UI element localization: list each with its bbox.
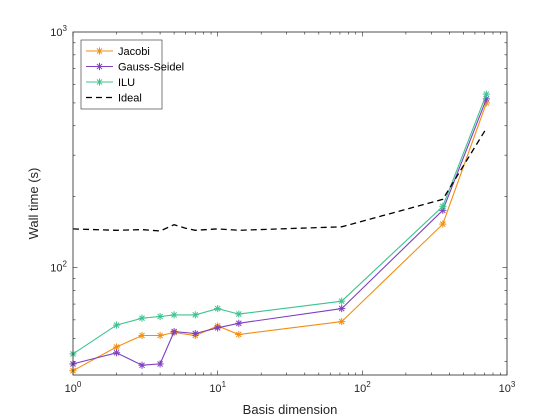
- data-point: [214, 304, 222, 313]
- y-tick-label-exponent: 3: [63, 24, 68, 33]
- legend-label: Gauss-Seidel: [118, 62, 184, 74]
- data-point: [112, 343, 121, 351]
- x-tick-label-exponent: 2: [366, 380, 371, 389]
- data-point: [191, 311, 199, 319]
- x-tick-label: 100: [65, 380, 82, 395]
- data-point: [138, 331, 146, 340]
- y-tick-label: 103: [50, 24, 67, 39]
- x-tick-label-base: 10: [209, 383, 221, 395]
- plot-frame: [72, 31, 508, 376]
- data-point: [156, 312, 164, 321]
- x-tick-label-base: 10: [354, 383, 366, 395]
- x-tick-label-exponent: 1: [222, 380, 227, 389]
- x-tick-label-exponent: 3: [511, 380, 516, 389]
- data-point: [112, 349, 121, 357]
- legend-item: Jacobi: [86, 46, 150, 58]
- x-tick-label: 101: [209, 380, 226, 395]
- x-tick-label-exponent: 0: [77, 380, 82, 389]
- x-tick-label-base: 10: [499, 383, 511, 395]
- y-tick-label-exponent: 2: [63, 260, 68, 269]
- data-point: [170, 327, 178, 336]
- data-point: [482, 90, 490, 98]
- data-point: [338, 297, 346, 305]
- data-point: [95, 62, 104, 71]
- legend-label: Jacobi: [118, 46, 150, 58]
- series-line: [72, 127, 487, 232]
- y-axis-label: Wall time (s): [26, 168, 41, 240]
- data-point: [338, 317, 346, 326]
- x-tick-label: 103: [499, 380, 516, 395]
- y-tick-label: 102: [50, 260, 67, 275]
- x-axis-label: Basis dimension: [243, 402, 338, 417]
- data-point: [235, 319, 243, 327]
- data-point: [95, 47, 104, 55]
- data-point: [95, 78, 104, 86]
- x-tick-label: 102: [354, 380, 371, 395]
- legend: Jacobi Gauss-Seidel ILU Ideal: [80, 39, 184, 110]
- legend-item: Gauss-Seidel: [86, 62, 184, 74]
- data-point: [191, 329, 199, 338]
- legend-item: Ideal: [86, 93, 142, 105]
- data-point: [235, 330, 243, 339]
- data-point: [156, 331, 164, 340]
- legend-item: ILU: [86, 77, 135, 89]
- data-point: [138, 314, 146, 322]
- y-tick-label-base: 10: [50, 263, 62, 275]
- data-point: [439, 202, 447, 210]
- x-axis-ticks: 100 101 102 103: [65, 32, 516, 395]
- data-point: [138, 361, 146, 369]
- series-ilu: [69, 90, 490, 358]
- data-point: [338, 304, 346, 313]
- x-tick-label-base: 10: [65, 383, 77, 395]
- legend-label: Ideal: [118, 93, 142, 105]
- data-point: [170, 311, 178, 319]
- legend-label: ILU: [118, 77, 135, 89]
- data-point: [214, 324, 222, 332]
- data-point: [112, 321, 121, 329]
- y-tick-label-base: 10: [50, 27, 62, 39]
- data-point: [156, 360, 164, 368]
- series-ideal: [72, 127, 487, 232]
- data-point: [235, 310, 243, 318]
- data-point: [439, 220, 447, 228]
